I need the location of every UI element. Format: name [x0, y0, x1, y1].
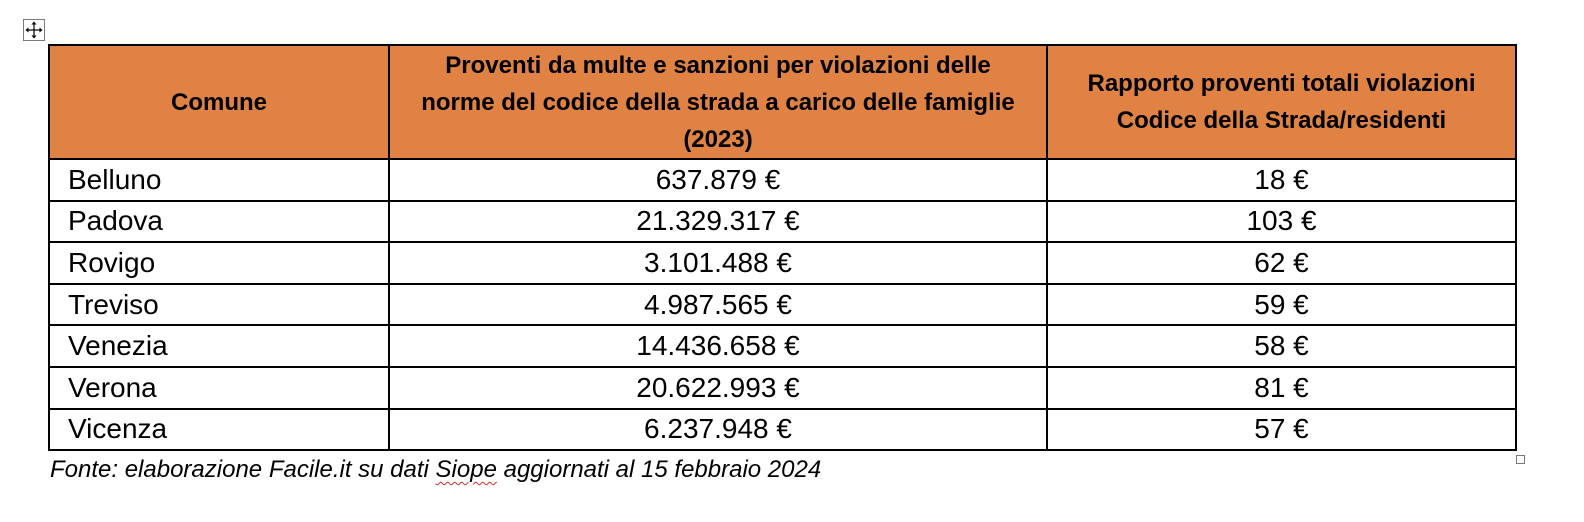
table-row: Venezia 14.436.658 € 58 €: [48, 324, 1517, 368]
header-comune: Comune: [48, 44, 390, 160]
cell-proventi: 4.987.565 €: [388, 282, 1048, 327]
cell-proventi: 20.622.993 €: [388, 365, 1048, 410]
table-row: Padova 21.329.317 € 103 €: [48, 199, 1517, 244]
cell-comune: Treviso: [48, 282, 390, 327]
cell-rapporto: 81 €: [1046, 365, 1517, 410]
cell-comune: Venezia: [48, 324, 390, 368]
table-row: Verona 20.622.993 € 81 €: [48, 365, 1517, 410]
table-header: Comune Proventi da multe e sanzioni per …: [48, 44, 1517, 160]
source-note: Fonte: elaborazione Facile.it su dati Si…: [50, 456, 821, 484]
cell-rapporto: 57 €: [1046, 407, 1517, 452]
source-note-suffix: aggiornati al 15 febbraio 2024: [496, 456, 822, 483]
header-rapporto: Rapporto proventi totali violazioni Codi…: [1046, 44, 1517, 160]
cell-proventi: 14.436.658 €: [388, 324, 1048, 368]
table-row: Treviso 4.987.565 € 59 €: [48, 282, 1517, 327]
cell-comune: Verona: [48, 365, 390, 410]
table-row: Vicenza 6.237.948 € 57 €: [48, 407, 1517, 452]
table-resize-handle[interactable]: [1516, 455, 1525, 464]
cell-rapporto: 62 €: [1046, 241, 1517, 285]
move-arrows-icon: [25, 21, 43, 39]
cell-proventi: 6.237.948 €: [388, 407, 1048, 452]
cell-proventi: 21.329.317 €: [388, 199, 1048, 244]
spellcheck-flagged-word[interactable]: Siope: [435, 456, 497, 483]
fines-table: Comune Proventi da multe e sanzioni per …: [48, 44, 1517, 452]
table-row: Belluno 637.879 € 18 €: [48, 158, 1517, 202]
cell-rapporto: 103 €: [1046, 199, 1517, 244]
header-proventi: Proventi da multe e sanzioni per violazi…: [388, 44, 1048, 160]
cell-comune: Vicenza: [48, 407, 390, 452]
cell-rapporto: 18 €: [1046, 158, 1517, 202]
cell-comune: Padova: [48, 199, 390, 244]
header-row: Comune Proventi da multe e sanzioni per …: [48, 44, 1517, 160]
table-row: Rovigo 3.101.488 € 62 €: [48, 241, 1517, 285]
table-move-handle[interactable]: [23, 19, 45, 41]
table-body: Belluno 637.879 € 18 € Padova 21.329.317…: [48, 158, 1517, 452]
cell-comune: Belluno: [48, 158, 390, 202]
cell-comune: Rovigo: [48, 241, 390, 285]
cell-rapporto: 59 €: [1046, 282, 1517, 327]
source-note-prefix: Fonte: elaborazione Facile.it su dati: [50, 456, 436, 483]
cell-rapporto: 58 €: [1046, 324, 1517, 368]
cell-proventi: 3.101.488 €: [388, 241, 1048, 285]
cell-proventi: 637.879 €: [388, 158, 1048, 202]
